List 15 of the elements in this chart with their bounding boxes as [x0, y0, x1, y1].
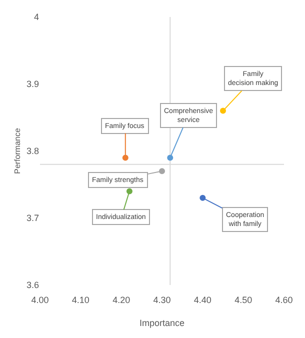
y-axis-title: Performance [13, 128, 22, 174]
x-axis-title: Importance [139, 318, 185, 328]
y-tick-label: 4 [34, 12, 39, 22]
point [159, 168, 165, 174]
x-tick-label: 4.20 [112, 295, 130, 305]
y-tick-label: 3.8 [26, 146, 39, 156]
y-tick-label: 3.6 [26, 280, 39, 290]
x-tick-label: 4.30 [153, 295, 171, 305]
y-tick-label: 3.7 [26, 213, 39, 224]
x-tick-label: 4.60 [275, 295, 293, 305]
y-tick-label: 3.9 [26, 79, 39, 90]
x-tick-label: 4.10 [72, 295, 90, 305]
x-tick-label: 4.40 [194, 295, 212, 305]
x-tick-label: 4.00 [31, 295, 49, 305]
x-tick-label: 4.50 [234, 295, 252, 305]
